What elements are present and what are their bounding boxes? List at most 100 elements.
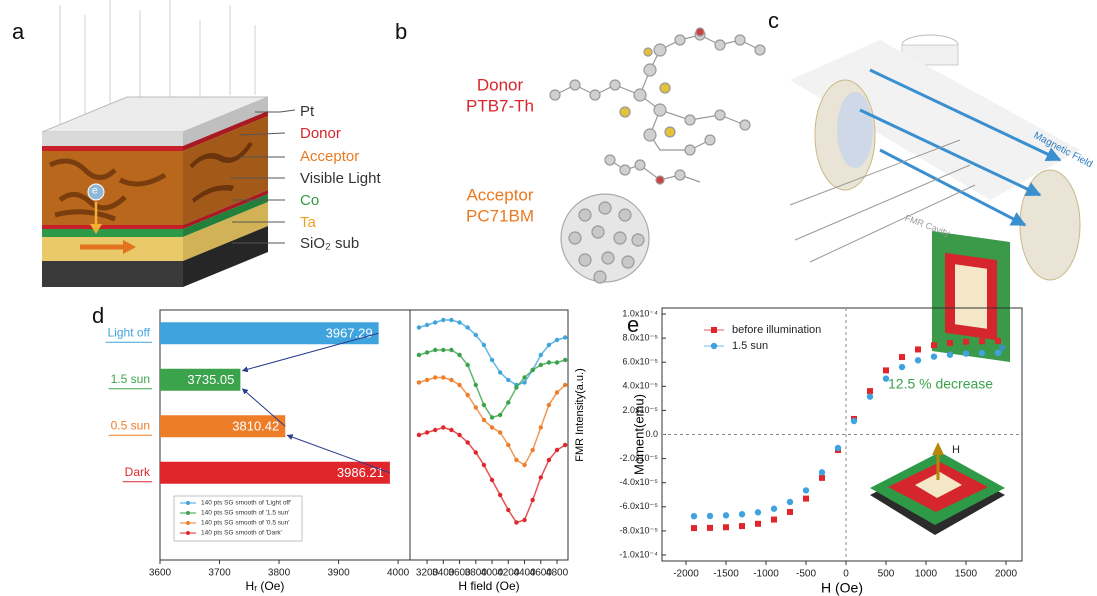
point [555, 390, 559, 394]
series-line [419, 320, 565, 385]
category-label: Dark [125, 465, 151, 479]
point [755, 521, 761, 527]
point [867, 393, 873, 399]
point [449, 378, 453, 382]
device-illustration [42, 0, 295, 287]
point [563, 335, 567, 339]
point [522, 518, 526, 522]
panel-label: b [395, 19, 407, 44]
point [425, 378, 429, 382]
x-tick-label: -500 [796, 569, 816, 580]
value-label: 3810.42 [232, 419, 279, 434]
point [547, 403, 551, 407]
point [691, 525, 697, 531]
y-tick-label: 1.0x10⁻⁴ [622, 308, 658, 318]
layer-label: Donor [300, 125, 341, 142]
point [530, 448, 534, 452]
point [433, 428, 437, 432]
point [522, 463, 526, 467]
setup-illustration [790, 35, 1080, 362]
legend-label: 140 pts SG smooth of 'Light off' [201, 500, 291, 507]
point [539, 475, 543, 479]
point [425, 323, 429, 327]
point [555, 338, 559, 342]
y-tick-label: 4.0x10⁻⁵ [622, 381, 658, 391]
point [490, 415, 494, 419]
value-label: 3986.21 [337, 465, 384, 480]
point [563, 358, 567, 362]
layer-label: Acceptor [300, 148, 359, 165]
x-tick-label: 3900 [327, 568, 350, 579]
point [465, 440, 469, 444]
point [547, 343, 551, 347]
plot-frame [410, 310, 568, 560]
point [547, 360, 551, 364]
point [947, 352, 953, 358]
point [490, 425, 494, 429]
x-tick-label: 0 [843, 569, 849, 580]
annotation: 12.5 % decrease [888, 376, 993, 392]
point [441, 375, 445, 379]
point [474, 405, 478, 409]
point [474, 333, 478, 337]
point [723, 512, 729, 518]
point [835, 445, 841, 451]
y-tick-label: -6.0x10⁻⁵ [619, 501, 658, 511]
layer-label: Ta [300, 214, 317, 231]
x-tick-label: 3700 [208, 568, 231, 579]
legend-marker [186, 531, 190, 535]
point [883, 367, 889, 373]
point [899, 354, 905, 360]
point [498, 413, 502, 417]
point [539, 363, 543, 367]
electron-symbol: e [92, 186, 98, 197]
point [931, 342, 937, 348]
panel-label: a [12, 19, 25, 44]
y-tick-label: 6.0x10⁻⁵ [622, 357, 658, 367]
point [449, 348, 453, 352]
legend-label: 1.5 sun [732, 340, 768, 352]
point [771, 517, 777, 523]
point [803, 487, 809, 493]
y-tick-label: 0.0 [645, 429, 658, 439]
point [899, 364, 905, 370]
x-tick-label: -2000 [673, 569, 699, 580]
molecule-illustration [550, 28, 765, 283]
point [522, 375, 526, 379]
point [465, 325, 469, 329]
point [707, 525, 713, 531]
point [915, 346, 921, 352]
point [482, 343, 486, 347]
category-label: 1.5 sun [111, 372, 150, 386]
legend-label: 140 pts SG smooth of '0.5 sun' [201, 520, 289, 527]
point [433, 375, 437, 379]
category-label: Light off [108, 325, 151, 339]
panel-label: d [92, 303, 104, 328]
point [425, 430, 429, 434]
point [514, 458, 518, 462]
x-axis-label: Hᵣ (Oe) [246, 579, 285, 593]
point [514, 385, 518, 389]
value-label: 3735.05 [187, 372, 234, 387]
point [482, 463, 486, 467]
point [506, 508, 510, 512]
point [867, 388, 873, 394]
point [482, 403, 486, 407]
y-tick-label: -1.0x10⁻⁴ [619, 549, 658, 559]
legend-label: before illumination [732, 324, 821, 336]
point [457, 383, 461, 387]
point [963, 350, 969, 356]
point [979, 350, 985, 356]
x-tick-label: -1500 [713, 569, 739, 580]
x-tick-label: 500 [878, 569, 895, 580]
point [787, 509, 793, 515]
legend-marker [186, 511, 190, 515]
point [417, 353, 421, 357]
point [771, 506, 777, 512]
inset-label: H [952, 444, 960, 456]
point [530, 368, 534, 372]
point [915, 357, 921, 363]
point [691, 513, 697, 519]
y-axis-label: Moment(emu) [631, 394, 646, 475]
point [417, 325, 421, 329]
